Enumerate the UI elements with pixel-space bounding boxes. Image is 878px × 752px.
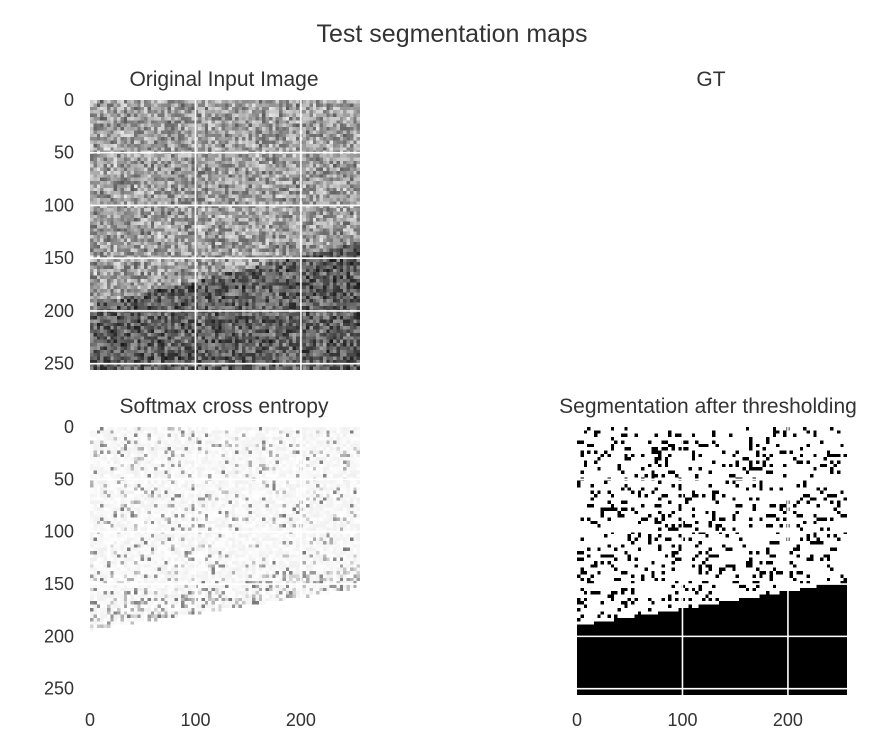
panel-title-gt: GT xyxy=(696,68,725,91)
panel-gt: GT xyxy=(696,68,725,91)
y-tick-label: 0 xyxy=(64,90,74,110)
softmax-heatmap xyxy=(90,427,360,695)
original-image xyxy=(90,100,360,370)
y-ticks-original: 0 50 100 150 200 250 xyxy=(44,90,74,374)
figure-title: Test segmentation maps xyxy=(317,20,588,48)
y-tick-label: 250 xyxy=(44,679,74,699)
x-ticks-softmax: 0 100 200 xyxy=(85,710,316,730)
x-tick-label: 100 xyxy=(180,710,210,730)
panel-title-threshold: Segmentation after thresholding xyxy=(559,395,857,418)
panel-threshold: Segmentation after thresholding 0 100 200 xyxy=(559,395,857,730)
y-tick-label: 100 xyxy=(44,195,74,215)
x-ticks-threshold: 0 100 200 xyxy=(572,710,803,730)
x-tick-label: 0 xyxy=(85,710,95,730)
x-tick-label: 0 xyxy=(572,710,582,730)
grid-original xyxy=(90,100,360,370)
y-tick-label: 50 xyxy=(54,469,74,489)
y-tick-label: 50 xyxy=(54,143,74,163)
y-tick-label: 250 xyxy=(44,354,74,374)
y-tick-label: 100 xyxy=(44,522,74,542)
panel-title-softmax: Softmax cross entropy xyxy=(120,395,329,418)
softmax-image xyxy=(90,427,360,695)
panel-softmax: Softmax cross entropy 0 50 100 150 200 250 0 1… xyxy=(44,395,360,730)
y-tick-label: 0 xyxy=(64,417,74,437)
x-tick-label: 100 xyxy=(667,710,697,730)
y-tick-label: 150 xyxy=(44,248,74,268)
y-tick-label: 200 xyxy=(44,626,74,646)
grid-softmax xyxy=(90,427,360,695)
panel-title-original: Original Input Image xyxy=(129,68,318,91)
y-tick-label: 200 xyxy=(44,301,74,321)
grid-threshold xyxy=(577,427,847,695)
panel-original: Original Input Image 0 50 100 150 200 250 xyxy=(44,68,360,374)
threshold-image xyxy=(577,427,847,695)
threshold-heatmap xyxy=(577,427,847,695)
x-tick-label: 200 xyxy=(773,710,803,730)
y-tick-label: 150 xyxy=(44,574,74,594)
x-tick-label: 200 xyxy=(286,710,316,730)
original-heatmap xyxy=(90,100,360,370)
y-ticks-softmax: 0 50 100 150 200 250 xyxy=(44,417,74,699)
